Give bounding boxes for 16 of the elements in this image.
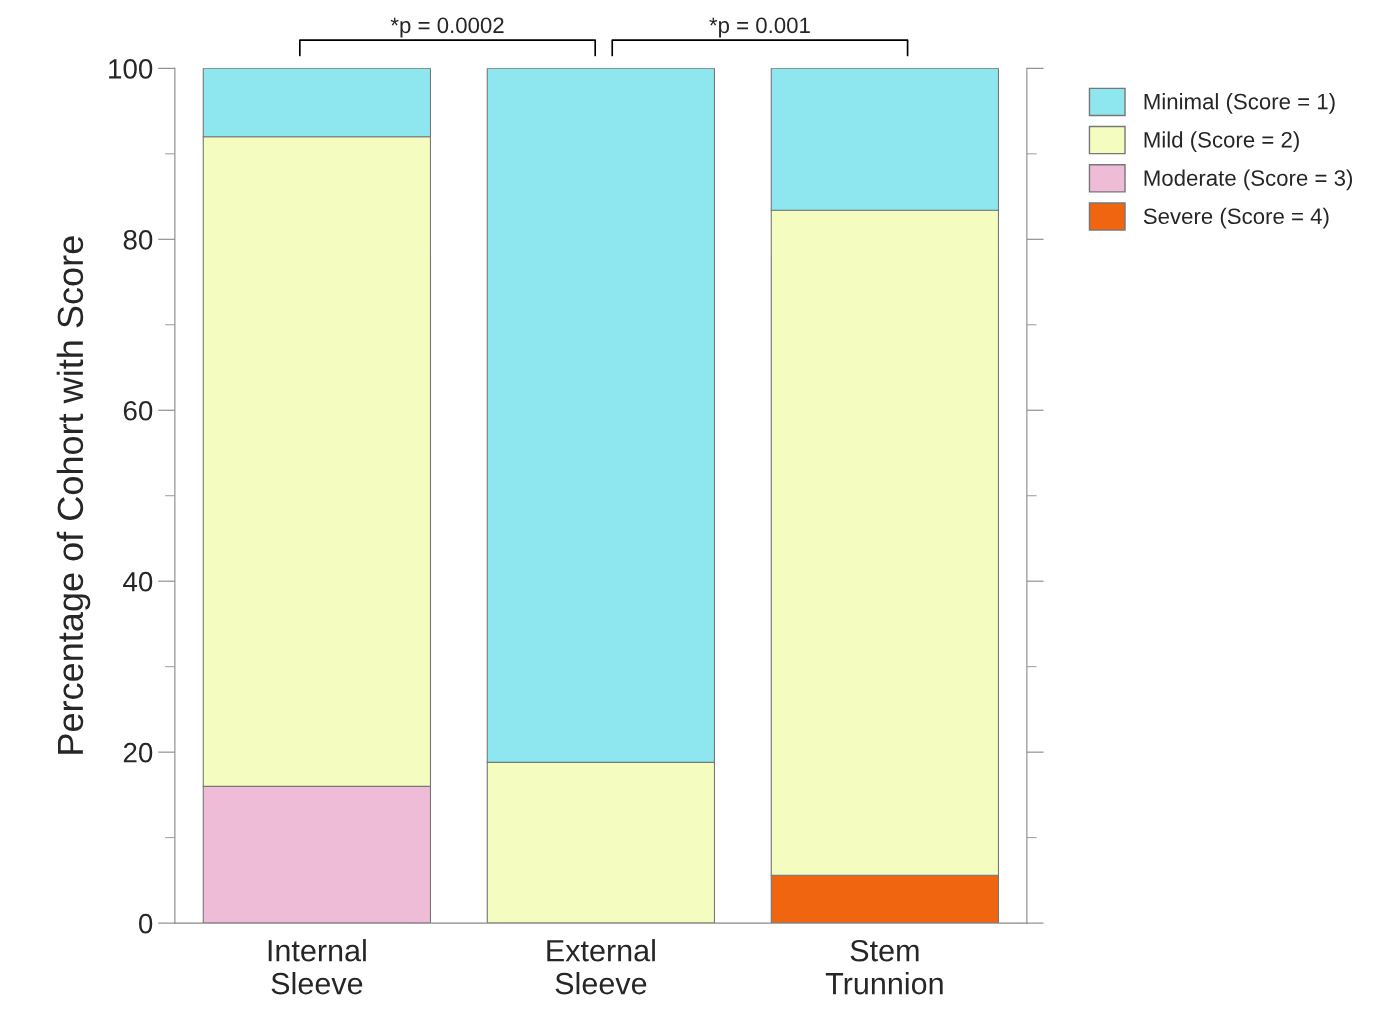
- legend-label: Mild (Score = 2): [1144, 131, 1299, 153]
- legend-label: Minimal (Score = 1): [1144, 93, 1335, 114]
- x-tick-label: Stem Trunnion: [825, 939, 943, 995]
- y-tick-label: 20: [123, 742, 153, 763]
- y-tick-label: 80: [123, 229, 153, 250]
- y-tick-label: 0: [138, 913, 153, 934]
- legend-label: Severe (Score = 4): [1143, 207, 1329, 229]
- y-tick-label: 60: [123, 400, 153, 421]
- legend-label: Moderate (Score = 3): [1144, 169, 1353, 191]
- y-axis-title: Percentage of Cohort with Score: [56, 236, 91, 754]
- text: *p = 0.0002: [390, 17, 504, 38]
- x-tick-label: External Sleeve: [547, 939, 655, 995]
- x-tick-label: Internal Sleeve: [268, 939, 366, 995]
- y-tick-label: 40: [123, 571, 153, 592]
- y-tick-label: 100: [109, 59, 153, 79]
- text: *p = 0.001: [709, 17, 810, 38]
